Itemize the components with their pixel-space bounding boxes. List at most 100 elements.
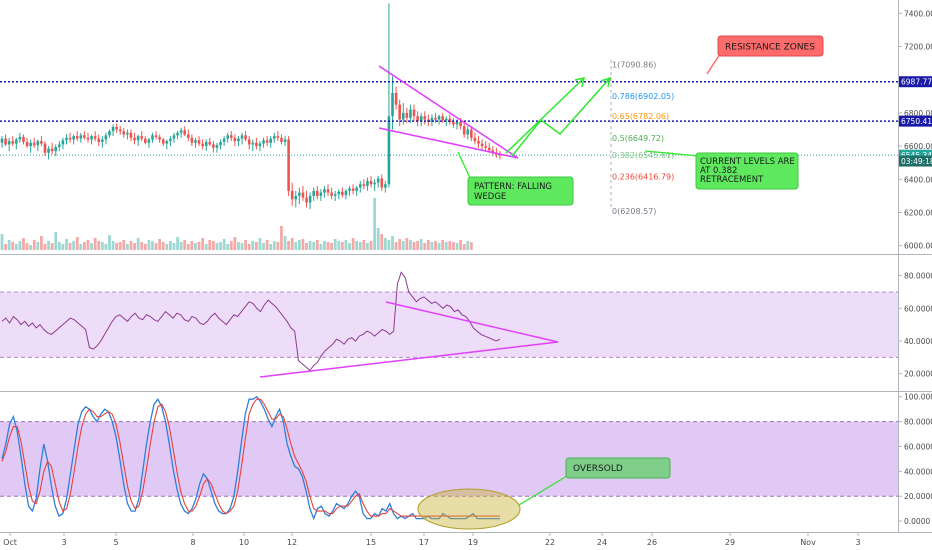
candle-body [72, 136, 75, 140]
candle [276, 131, 280, 142]
candle-body [283, 139, 287, 142]
candle [423, 111, 427, 125]
arrow-head-upper [574, 77, 585, 88]
volume-bar [57, 242, 61, 250]
candle-body [75, 136, 79, 139]
volume-bar [419, 239, 423, 250]
time-tick-label: 15 [366, 538, 376, 547]
candle [265, 136, 269, 147]
candle [305, 190, 308, 208]
candle-body [161, 139, 165, 144]
candle [176, 131, 179, 140]
candle-body [405, 112, 409, 118]
price-tick-label: 6000.00 [904, 242, 932, 251]
candle [412, 104, 416, 122]
volume-bar [147, 240, 151, 250]
volume-bar [61, 244, 65, 250]
pane-frames [0, 0, 932, 533]
candle [72, 134, 75, 145]
time-tick-label: 10 [239, 538, 249, 547]
candle-body [244, 135, 247, 140]
candle-body [280, 137, 283, 142]
candle-body [7, 141, 11, 145]
volume-bar [83, 242, 86, 250]
candle-body [68, 137, 72, 140]
candle [58, 141, 61, 152]
time-tick-label: Oct [3, 538, 17, 547]
time-tick-label: 19 [468, 538, 478, 547]
candle [190, 134, 194, 147]
candle-body [25, 141, 29, 147]
time-tick-label: 24 [597, 538, 607, 547]
candle-body [369, 180, 373, 185]
volume-bar [366, 243, 369, 250]
candle [50, 142, 54, 155]
fibonacci-retracement: 1(7090.86) 0.786(6902.05) 0.65(6782.06) 0.5… [610, 60, 674, 216]
candle-body [355, 187, 358, 191]
candle-body [437, 116, 441, 120]
candle [401, 102, 405, 125]
stoch-tick-label: 0.0000 [904, 517, 930, 526]
candle [251, 139, 255, 152]
projection-arrows [505, 76, 612, 157]
candle [437, 114, 441, 125]
current-levels-label: CURRENT LEVELS ARE AT 0.382 RETRACEMENT [700, 157, 798, 185]
candle [179, 127, 183, 138]
candle-body [4, 138, 7, 145]
candle-body [126, 132, 129, 135]
resistance-callout: RESISTANCE ZONES [706, 35, 824, 75]
volume-bar [201, 238, 205, 250]
fib-level-label: 0.65(6782.06) [612, 112, 669, 121]
candle [7, 137, 11, 152]
candle [247, 136, 251, 150]
candle-body [240, 135, 244, 139]
candle [237, 136, 240, 147]
candle-body [290, 190, 294, 200]
rsi-tick-label: 80.0000 [904, 272, 932, 281]
candle-body [187, 134, 190, 138]
time-tick-label: 3 [61, 538, 66, 547]
candle [18, 132, 22, 143]
volume-bar [29, 245, 33, 250]
volume-bar [143, 244, 147, 250]
candle-body [36, 141, 40, 146]
volume-bar [240, 243, 244, 250]
candle-body [466, 129, 470, 135]
oversold-ellipse [417, 488, 521, 530]
volume-bar [104, 244, 108, 250]
candle [204, 139, 208, 152]
candle [126, 129, 129, 140]
volume-bar [100, 242, 104, 250]
candle [133, 132, 136, 145]
volume-bar [36, 242, 40, 250]
volume-bar [326, 242, 330, 250]
volume-bar [387, 240, 391, 250]
candle [287, 136, 290, 196]
candle-body [473, 137, 477, 142]
volume-bar [351, 238, 355, 250]
fib-level-label: 1(7090.86) [612, 61, 656, 70]
volume-bar [0, 234, 4, 250]
volume-bar [448, 241, 452, 250]
volume-bar [72, 241, 76, 250]
volume-bar [190, 241, 194, 250]
volume-bar [283, 236, 287, 250]
candle-body [90, 136, 93, 140]
candle-body [272, 136, 276, 139]
stoch-k-line [1, 395, 500, 521]
volume-bar [47, 241, 50, 250]
candle [376, 175, 380, 188]
candle-body [183, 130, 187, 135]
time-tick-label: 5 [113, 538, 118, 547]
volume-bar [50, 243, 54, 250]
candle-body [215, 145, 219, 148]
volume-bar [176, 237, 179, 250]
rsi-triangle-pattern [259, 301, 559, 378]
candle [283, 136, 287, 147]
candle-body [287, 139, 290, 191]
candle [154, 131, 158, 140]
volume-bar [383, 238, 387, 250]
stoch-tick-label: 40.0000 [904, 467, 932, 476]
volume-bar [272, 241, 276, 250]
